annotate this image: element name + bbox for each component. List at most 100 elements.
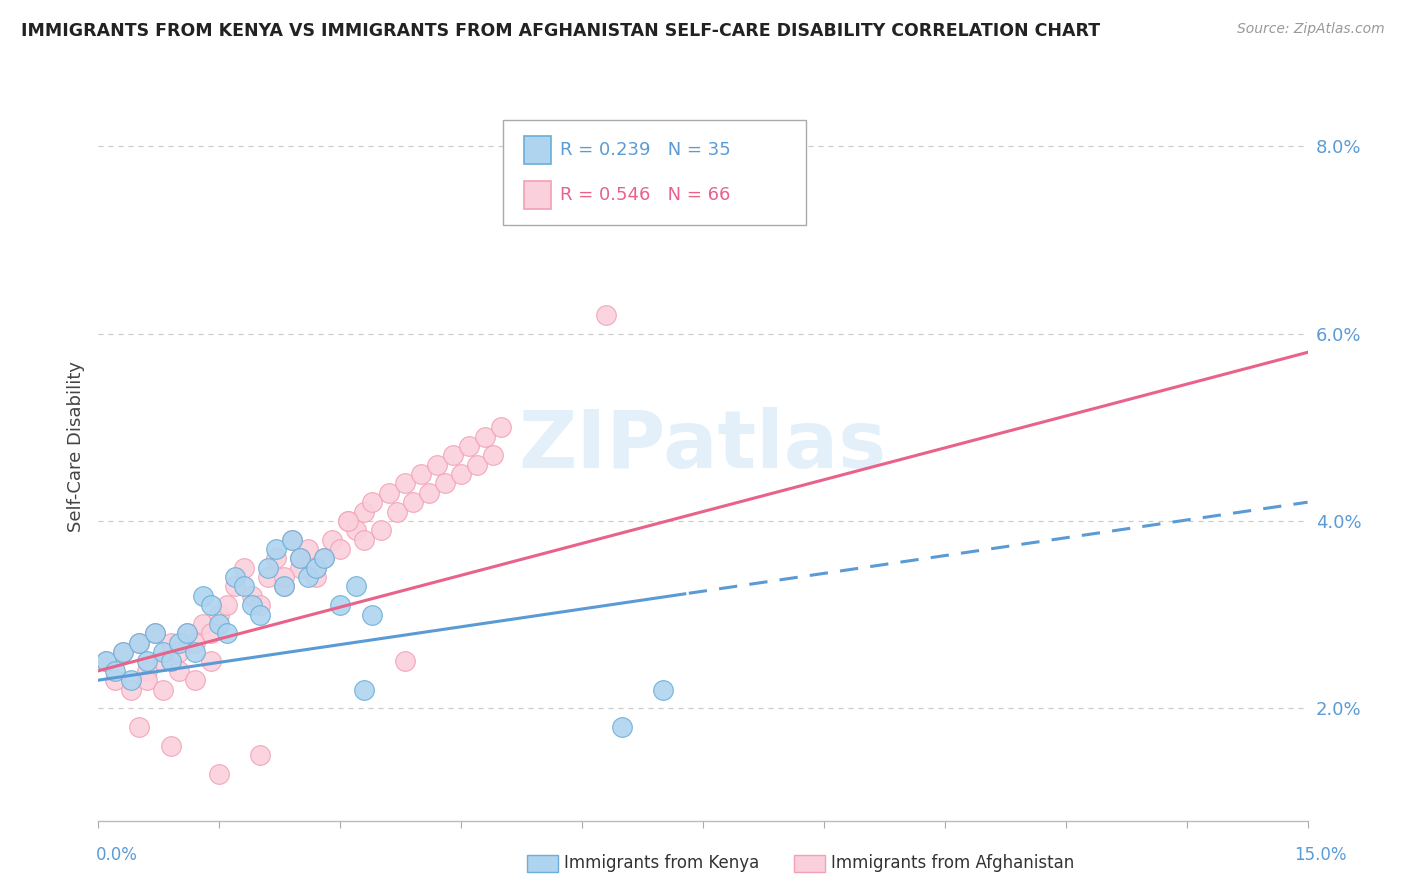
Point bbox=[96, 655, 118, 669]
Point bbox=[184, 673, 207, 687]
Point bbox=[676, 195, 699, 210]
Point bbox=[491, 420, 513, 434]
Point bbox=[176, 626, 198, 640]
Text: R = 0.546   N = 66: R = 0.546 N = 66 bbox=[561, 186, 731, 204]
Point bbox=[434, 476, 457, 491]
Point bbox=[344, 580, 367, 594]
Point bbox=[135, 655, 157, 669]
Text: ZIPatlas: ZIPatlas bbox=[519, 407, 887, 485]
FancyBboxPatch shape bbox=[503, 120, 806, 225]
Point bbox=[160, 739, 183, 753]
Point bbox=[208, 607, 231, 622]
Point bbox=[224, 580, 246, 594]
Point bbox=[249, 598, 271, 612]
Point bbox=[297, 570, 319, 584]
Point bbox=[111, 645, 134, 659]
Point bbox=[249, 747, 271, 762]
Point bbox=[184, 645, 207, 659]
Point bbox=[418, 485, 440, 500]
Point bbox=[176, 626, 198, 640]
Point bbox=[200, 598, 222, 612]
Point bbox=[595, 308, 617, 322]
Point bbox=[305, 570, 328, 584]
Point bbox=[353, 533, 375, 547]
Point bbox=[337, 514, 360, 528]
Point bbox=[273, 580, 295, 594]
Point bbox=[111, 645, 134, 659]
Point bbox=[167, 635, 190, 649]
Text: 0.0%: 0.0% bbox=[96, 846, 138, 863]
Point bbox=[120, 673, 142, 687]
Point bbox=[450, 467, 472, 482]
Point bbox=[281, 533, 304, 547]
Point bbox=[361, 495, 384, 509]
Point bbox=[200, 655, 222, 669]
Point bbox=[232, 580, 254, 594]
Point bbox=[167, 664, 190, 678]
Point bbox=[305, 560, 328, 574]
Point bbox=[465, 458, 488, 472]
Point bbox=[167, 645, 190, 659]
Point bbox=[441, 448, 464, 462]
Point bbox=[482, 448, 505, 462]
Point bbox=[394, 655, 416, 669]
Point bbox=[96, 655, 118, 669]
Point bbox=[612, 720, 634, 734]
Bar bbox=[524, 181, 551, 210]
Point bbox=[240, 589, 263, 603]
Point bbox=[128, 720, 150, 734]
Point bbox=[160, 635, 183, 649]
Point bbox=[232, 560, 254, 574]
Point bbox=[329, 598, 352, 612]
Text: R = 0.239   N = 35: R = 0.239 N = 35 bbox=[561, 141, 731, 159]
Point bbox=[152, 645, 174, 659]
Text: Source: ZipAtlas.com: Source: ZipAtlas.com bbox=[1237, 22, 1385, 37]
Point bbox=[264, 541, 287, 557]
Point bbox=[321, 533, 343, 547]
Point bbox=[273, 580, 295, 594]
Point bbox=[217, 626, 239, 640]
Point bbox=[200, 626, 222, 640]
Point bbox=[143, 626, 166, 640]
Point bbox=[385, 504, 408, 518]
Point bbox=[273, 570, 295, 584]
Point bbox=[474, 429, 496, 443]
Point bbox=[305, 560, 328, 574]
Point bbox=[314, 551, 336, 566]
Text: 15.0%: 15.0% bbox=[1295, 846, 1347, 863]
Point bbox=[128, 635, 150, 649]
Point bbox=[135, 673, 157, 687]
Point bbox=[160, 655, 183, 669]
Point bbox=[249, 607, 271, 622]
Point bbox=[193, 589, 215, 603]
Bar bbox=[524, 136, 551, 164]
Point bbox=[143, 626, 166, 640]
Point bbox=[128, 635, 150, 649]
Point bbox=[377, 485, 399, 500]
Point bbox=[208, 617, 231, 632]
Point bbox=[458, 439, 481, 453]
Point bbox=[217, 598, 239, 612]
Point bbox=[394, 476, 416, 491]
Point bbox=[402, 495, 425, 509]
Point bbox=[314, 551, 336, 566]
Point bbox=[184, 635, 207, 649]
Point bbox=[651, 682, 673, 697]
Point bbox=[208, 767, 231, 781]
Text: IMMIGRANTS FROM KENYA VS IMMIGRANTS FROM AFGHANISTAN SELF-CARE DISABILITY CORREL: IMMIGRANTS FROM KENYA VS IMMIGRANTS FROM… bbox=[21, 22, 1101, 40]
Point bbox=[193, 617, 215, 632]
Point bbox=[288, 551, 311, 566]
Point bbox=[264, 551, 287, 566]
Point bbox=[370, 523, 392, 537]
Point bbox=[152, 655, 174, 669]
Point bbox=[288, 560, 311, 574]
Point bbox=[329, 541, 352, 557]
Point bbox=[103, 664, 125, 678]
Point bbox=[256, 560, 278, 574]
Point bbox=[297, 541, 319, 557]
Point bbox=[361, 607, 384, 622]
Point bbox=[152, 682, 174, 697]
Point bbox=[426, 458, 449, 472]
Point bbox=[103, 673, 125, 687]
Y-axis label: Self-Care Disability: Self-Care Disability bbox=[66, 360, 84, 532]
